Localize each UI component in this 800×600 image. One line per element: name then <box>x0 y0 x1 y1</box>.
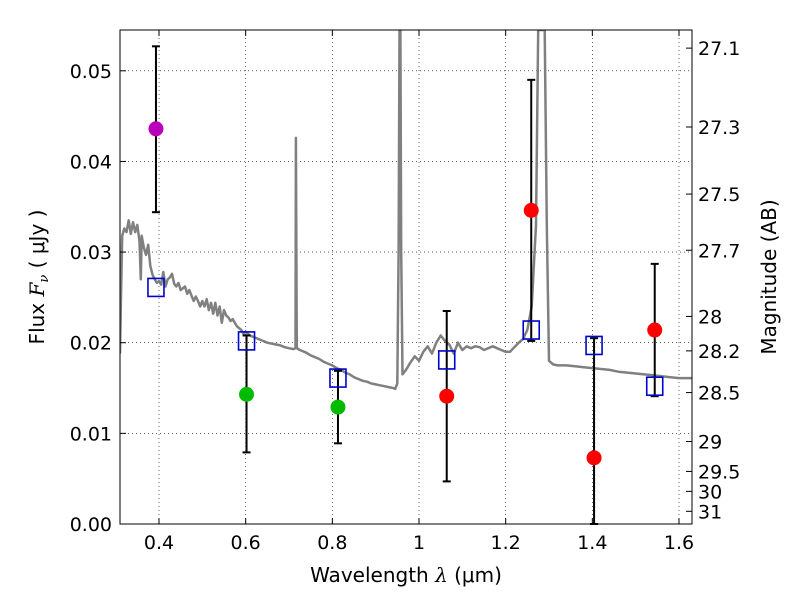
model-flux-box <box>645 376 664 397</box>
model-flux-box <box>237 331 256 351</box>
y2-tick-label: 28.2 <box>698 341 740 363</box>
x-tick-label: 1 <box>413 532 425 554</box>
plot-background <box>120 30 692 524</box>
observed-point <box>523 202 539 218</box>
y2-tick-label: 29.5 <box>698 461 740 483</box>
y2-tick-label: 27.5 <box>698 184 740 206</box>
y-axis-label: Flux Fν ( μJy ) <box>25 210 52 345</box>
x-tick-label: 1.6 <box>664 532 694 554</box>
sed-curve-line <box>120 30 692 391</box>
y2-tick-label: 28 <box>698 306 722 328</box>
y2-tick-label: 27.7 <box>698 240 740 262</box>
observed-point <box>330 399 346 415</box>
x-tick-label: 0.4 <box>144 532 174 554</box>
sed-curve-layer <box>120 30 692 391</box>
y-tick-label: 0.02 <box>70 333 112 355</box>
x-tick-label: 1.4 <box>577 532 607 554</box>
y-tick-label: 0.03 <box>70 242 112 264</box>
y2-axis-label: Magnitude (AB) <box>757 199 781 354</box>
observed-point <box>647 322 663 338</box>
observed-point <box>586 450 602 466</box>
model-flux-box <box>585 335 603 356</box>
axis-ticks: 0.4 0.6 0.8 1 1.2 1.4 1.6 0.00 0.01 0.02 0.03 0.04 0… <box>70 30 740 554</box>
model-flux-box <box>437 350 456 370</box>
x-tick-label: 0.8 <box>317 532 347 554</box>
y-tick-label: 0.00 <box>70 514 112 536</box>
y2-tick-label: 27.3 <box>698 117 740 139</box>
model-flux-box <box>522 320 541 340</box>
observed-point <box>148 121 164 137</box>
y-tick-label: 0.05 <box>70 61 112 83</box>
model-flux-box <box>147 277 165 298</box>
plot-frame <box>119 29 693 525</box>
data-marks <box>147 45 664 525</box>
observed-point <box>239 386 255 402</box>
y-tick-label: 0.04 <box>70 151 112 173</box>
x-axis-label: Wavelength λ (μm) <box>310 563 502 587</box>
y2-tick-label: 31 <box>698 501 722 523</box>
model-flux-box <box>329 368 347 388</box>
x-tick-label: 1.2 <box>491 532 521 554</box>
observed-point <box>439 388 455 404</box>
y2-tick-label: 30 <box>698 481 722 503</box>
x-tick-label: 0.6 <box>231 532 261 554</box>
y-tick-label: 0.01 <box>70 423 112 445</box>
y2-tick-label: 27.1 <box>698 38 740 60</box>
y2-tick-label: 29 <box>698 432 722 454</box>
y2-tick-label: 28.5 <box>698 383 740 405</box>
